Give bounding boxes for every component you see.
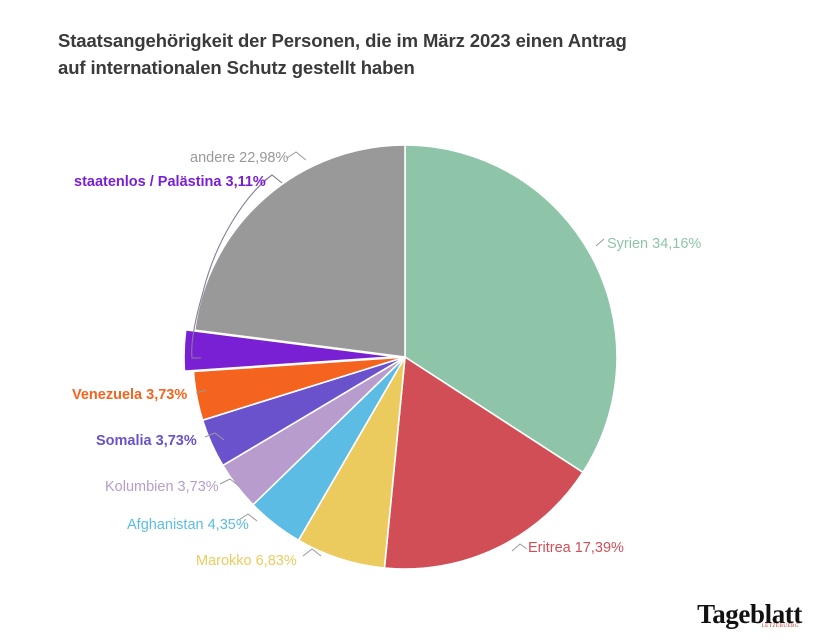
slice-label: Marokko 6,83% (196, 553, 297, 569)
page-title: Staatsangehörigkeit der Personen, die im… (58, 28, 738, 82)
leader-line (595, 238, 605, 247)
leader-line (286, 151, 307, 161)
leader-line (238, 513, 258, 522)
brand-wordmark: Tageblatt (697, 599, 802, 629)
leader-line (195, 389, 207, 394)
slice-label: staatenlos / Palästina 3,11% (74, 174, 266, 190)
slice-label: Eritrea 17,39% (528, 540, 624, 556)
slice-label: Afghanistan 4,35% (127, 517, 249, 533)
slice-label: Somalia 3,73% (96, 433, 197, 449)
leader-line (302, 548, 322, 557)
leader-line (204, 432, 225, 441)
leader-line (511, 543, 528, 552)
title-line-1: Staatsangehörigkeit der Personen, die im… (58, 30, 627, 51)
pie-slice[interactable] (192, 356, 406, 422)
leader-line-staatenlos (191, 174, 283, 359)
pie-slice-group (183, 144, 618, 570)
leader-line (219, 478, 240, 487)
slice-label: Syrien 34,16% (607, 236, 702, 252)
tageblatt-logo: Tageblatt LËTZEBUERG (697, 599, 802, 629)
slice-label: andere 22,98% (190, 150, 289, 166)
leader-line-group (191, 151, 605, 557)
slice-label: Venezuela 3,73% (72, 387, 188, 403)
pie-slice[interactable] (183, 328, 397, 373)
pie-slice[interactable] (383, 355, 584, 570)
title-line-2: auf internationalen Schutz gestellt habe… (58, 56, 415, 78)
brand-tagline: LËTZEBUERG (761, 622, 799, 629)
slice-label: Kolumbien 3,73% (105, 479, 219, 495)
